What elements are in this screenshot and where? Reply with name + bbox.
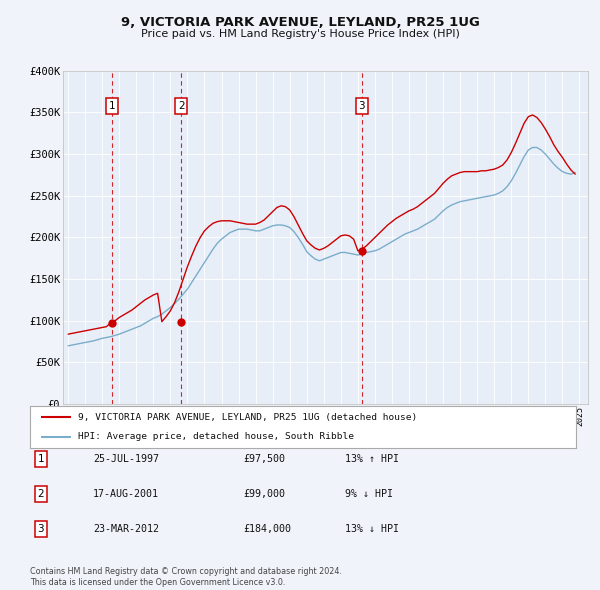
Text: 3: 3: [37, 524, 44, 533]
Text: 3: 3: [358, 101, 365, 111]
Text: 13% ↑ HPI: 13% ↑ HPI: [345, 454, 399, 464]
Text: 9, VICTORIA PARK AVENUE, LEYLAND, PR25 1UG: 9, VICTORIA PARK AVENUE, LEYLAND, PR25 1…: [121, 16, 479, 29]
Text: 2: 2: [37, 489, 44, 499]
Text: £97,500: £97,500: [243, 454, 285, 464]
Text: 23-MAR-2012: 23-MAR-2012: [93, 524, 159, 533]
Text: Contains HM Land Registry data © Crown copyright and database right 2024.
This d: Contains HM Land Registry data © Crown c…: [30, 566, 342, 588]
Text: 17-AUG-2001: 17-AUG-2001: [93, 489, 159, 499]
Text: 9, VICTORIA PARK AVENUE, LEYLAND, PR25 1UG (detached house): 9, VICTORIA PARK AVENUE, LEYLAND, PR25 1…: [78, 413, 417, 422]
Text: 1: 1: [37, 454, 44, 464]
Text: 13% ↓ HPI: 13% ↓ HPI: [345, 524, 399, 533]
Text: HPI: Average price, detached house, South Ribble: HPI: Average price, detached house, Sout…: [78, 432, 354, 441]
Text: 25-JUL-1997: 25-JUL-1997: [93, 454, 159, 464]
Text: £184,000: £184,000: [243, 524, 291, 533]
Text: £99,000: £99,000: [243, 489, 285, 499]
Text: 1: 1: [109, 101, 115, 111]
Text: 2: 2: [178, 101, 184, 111]
Text: 9% ↓ HPI: 9% ↓ HPI: [345, 489, 393, 499]
Text: Price paid vs. HM Land Registry's House Price Index (HPI): Price paid vs. HM Land Registry's House …: [140, 29, 460, 38]
